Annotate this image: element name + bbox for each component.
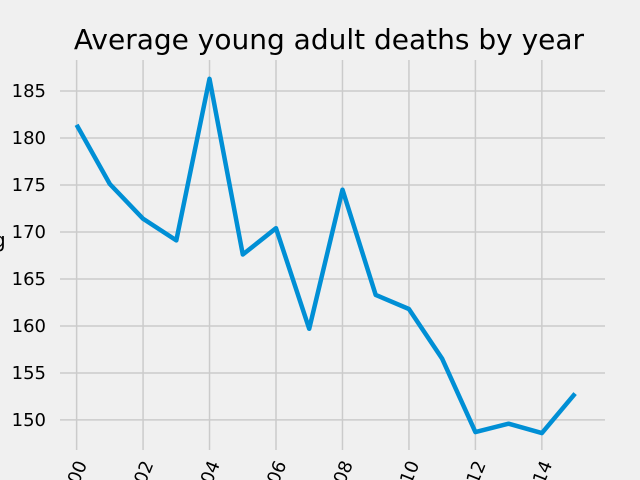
y-tick-label: 185	[12, 81, 46, 102]
data-point	[442, 358, 443, 359]
x-tick-label: 12	[463, 458, 491, 480]
y-tick-labels: 150 155 160 165 170 175 180 185	[12, 81, 46, 431]
y-tick-label: 165	[12, 269, 46, 290]
x-tick-label: 02	[130, 458, 158, 480]
data-point	[342, 189, 343, 190]
series-line	[74, 76, 577, 436]
data-point	[176, 240, 177, 241]
y-tick-label: 160	[12, 316, 46, 337]
data-point	[541, 433, 542, 434]
y-axis-label-fragment: g	[0, 228, 6, 252]
x-tick-label: 00	[64, 458, 92, 480]
x-tick-label: 04	[197, 458, 225, 480]
y-tick-label: 150	[12, 410, 46, 431]
y-tick-label: 175	[12, 175, 46, 196]
data-point	[109, 184, 110, 185]
y-tick-label: 170	[12, 222, 46, 243]
data-point	[408, 309, 409, 310]
data-point	[575, 393, 576, 394]
grid-lines	[60, 60, 605, 450]
series-layer	[74, 76, 577, 436]
x-tick-label: 06	[263, 458, 291, 480]
data-point	[76, 124, 77, 125]
data-point	[242, 254, 243, 255]
x-tick-labels: 00 02 04 06 08 10 12 14	[64, 458, 557, 480]
chart-title: Average young adult deaths by year	[74, 23, 585, 56]
data-point	[475, 432, 476, 433]
data-point	[276, 228, 277, 229]
y-tick-label: 180	[12, 128, 46, 149]
data-point	[309, 328, 310, 329]
data-point	[375, 294, 376, 295]
y-tick-label: 155	[12, 363, 46, 384]
x-tick-label: 14	[529, 458, 557, 480]
data-point	[143, 218, 144, 219]
data-point	[209, 78, 210, 79]
x-tick-label: 10	[396, 458, 424, 480]
x-tick-label: 08	[330, 458, 358, 480]
data-point	[508, 423, 509, 424]
